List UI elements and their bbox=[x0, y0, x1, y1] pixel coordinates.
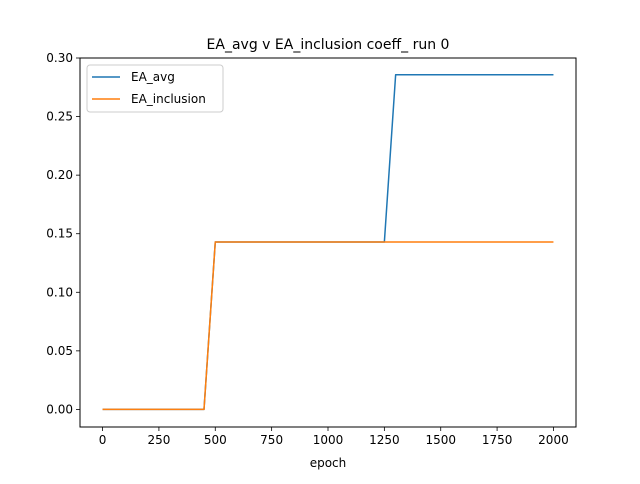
x-tick-label: 2000 bbox=[538, 433, 569, 447]
y-tick-label: 0.30 bbox=[46, 51, 73, 65]
y-tick-label: 0.05 bbox=[46, 344, 73, 358]
legend-frame bbox=[86, 64, 224, 113]
x-tick-label: 1250 bbox=[369, 433, 400, 447]
chart-title: EA_avg v EA_inclusion coeff_ run 0 bbox=[207, 37, 450, 53]
x-axis-label: epoch bbox=[310, 456, 347, 470]
x-tick-label: 750 bbox=[260, 433, 283, 447]
legend-label: EA_avg bbox=[131, 70, 175, 84]
series-line-ea-inclusion bbox=[102, 241, 554, 411]
legend-label: EA_inclusion bbox=[131, 92, 206, 106]
series-layer bbox=[102, 74, 554, 411]
y-tick-label: 0.15 bbox=[46, 227, 73, 241]
y-tick-label: 0.00 bbox=[46, 402, 73, 416]
x-tick-label: 1500 bbox=[425, 433, 456, 447]
x-tick-label: 250 bbox=[147, 433, 170, 447]
x-tick-label: 1750 bbox=[482, 433, 513, 447]
x-axis: 0 250 500 750 1000 1250 1500 1750 2000 bbox=[99, 427, 569, 447]
x-tick-label: 500 bbox=[204, 433, 227, 447]
x-tick-label: 1000 bbox=[313, 433, 344, 447]
y-axis: 0.00 0.05 0.10 0.15 0.20 0.25 0.30 bbox=[46, 51, 80, 416]
y-tick-label: 0.10 bbox=[46, 285, 73, 299]
legend: EA_avg EA_inclusion bbox=[86, 64, 224, 113]
y-tick-label: 0.20 bbox=[46, 168, 73, 182]
x-tick-label: 0 bbox=[99, 433, 107, 447]
y-tick-label: 0.25 bbox=[46, 110, 73, 124]
